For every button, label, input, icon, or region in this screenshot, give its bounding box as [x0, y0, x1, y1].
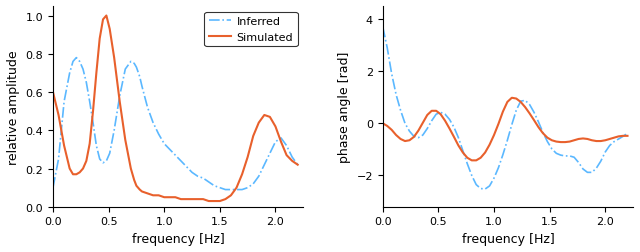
- Simulated: [49, 91, 57, 94]
- Simulated: [539, 132, 547, 135]
- Inferred: [623, 132, 631, 135]
- Inferred: [69, 61, 77, 64]
- Simulated: [294, 164, 301, 167]
- Line: Inferred: Inferred: [53, 58, 298, 190]
- Inferred: [570, 156, 578, 159]
- Inferred: [294, 164, 301, 167]
- Inferred: [468, 174, 476, 177]
- Line: Inferred: Inferred: [383, 28, 627, 189]
- Inferred: [49, 186, 57, 190]
- Inferred: [72, 57, 80, 60]
- Simulated: [468, 159, 476, 162]
- Line: Simulated: Simulated: [53, 16, 298, 201]
- Inferred: [221, 188, 229, 191]
- Inferred: [199, 177, 207, 180]
- Simulated: [526, 112, 534, 115]
- Inferred: [522, 100, 529, 103]
- Simulated: [69, 173, 77, 176]
- Inferred: [166, 148, 173, 151]
- Y-axis label: phase angle [rad]: phase angle [rad]: [338, 51, 351, 162]
- X-axis label: frequency [Hz]: frequency [Hz]: [461, 232, 554, 245]
- Simulated: [102, 15, 110, 18]
- Simulated: [127, 167, 134, 170]
- Simulated: [199, 198, 207, 201]
- Simulated: [508, 97, 516, 100]
- Simulated: [166, 196, 173, 199]
- Simulated: [188, 198, 196, 201]
- Legend: Inferred, Simulated: Inferred, Simulated: [204, 12, 298, 47]
- Simulated: [383, 125, 391, 128]
- Simulated: [623, 135, 631, 138]
- Simulated: [548, 139, 556, 142]
- Inferred: [543, 141, 551, 144]
- Line: Simulated: Simulated: [383, 98, 627, 161]
- Simulated: [575, 138, 582, 141]
- Inferred: [379, 26, 387, 29]
- Y-axis label: relative amplitude: relative amplitude: [7, 50, 20, 164]
- Inferred: [149, 122, 157, 125]
- Inferred: [534, 121, 542, 124]
- Inferred: [127, 61, 134, 64]
- Inferred: [383, 47, 391, 50]
- Simulated: [149, 194, 157, 197]
- Simulated: [205, 200, 212, 203]
- Inferred: [481, 188, 489, 191]
- Simulated: [379, 122, 387, 125]
- Simulated: [472, 159, 480, 162]
- Inferred: [188, 171, 196, 174]
- X-axis label: frequency [Hz]: frequency [Hz]: [132, 232, 225, 245]
